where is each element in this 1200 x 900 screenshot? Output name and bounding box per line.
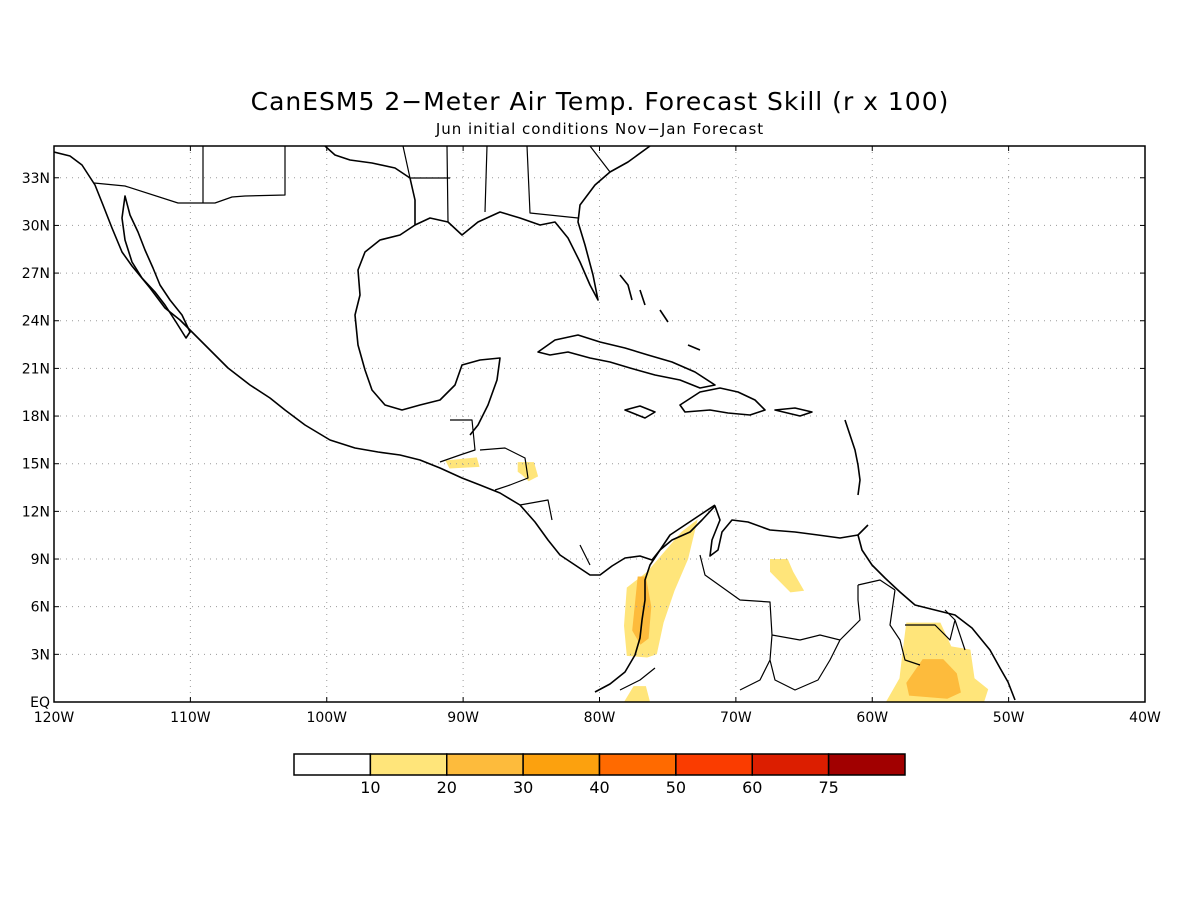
colorbar-bin-0 (293, 753, 372, 776)
lon-tick-label: 120W (34, 710, 75, 726)
south-america-coast (594, 505, 1016, 701)
us-gulf-coast (414, 146, 651, 301)
colorbar-bin-7 (827, 753, 906, 776)
colorbar-label: 60 (742, 778, 762, 797)
colorbar-bin-4 (598, 753, 677, 776)
baja-california (121, 195, 191, 339)
colorbar-label: 75 (818, 778, 838, 797)
colorbar-label: 20 (437, 778, 457, 797)
coastlines-and-borders (54, 146, 1016, 701)
lon-tick-label: 100W (306, 710, 347, 726)
lesser-antilles (844, 419, 869, 536)
lat-tick-label: 12N (22, 504, 50, 520)
colorbar-label: 10 (360, 778, 380, 797)
venezuela-interior (771, 634, 841, 641)
central-america-borders (439, 419, 591, 566)
us-mexico-border (93, 146, 286, 204)
colorbar: 10 20 30 40 50 60 75 (293, 753, 906, 797)
skill-region-10-20-1 (517, 462, 539, 482)
lon-tick-label: 60W (856, 710, 888, 726)
lat-tick-label: 3N (31, 647, 50, 663)
lon-tick-label: 70W (720, 710, 752, 726)
lat-tick-label: 24N (22, 314, 50, 330)
jamaica (624, 405, 656, 419)
skill-shading-layer (445, 457, 989, 702)
hispaniola (679, 387, 766, 416)
colorbar-bin-3 (522, 753, 601, 776)
bahamas (619, 274, 701, 351)
chart-subtitle: Jun initial conditions Nov−Jan Forecast (435, 120, 764, 138)
lat-tick-label: 18N (22, 409, 50, 425)
lat-tick-label: EQ (30, 695, 50, 711)
lat-tick-label: 6N (31, 600, 50, 616)
colorbar-label: 50 (666, 778, 686, 797)
lat-tick-label: 27N (22, 266, 50, 282)
lat-tick-label: 33N (22, 171, 50, 187)
cuba (537, 334, 716, 389)
puerto-rico (774, 407, 813, 417)
skill-region-10-20-4 (770, 559, 805, 593)
lon-tick-label: 80W (584, 710, 616, 726)
south-america-borders (619, 554, 966, 691)
mexico-pacific-coast (54, 151, 716, 576)
latitude-axis-labels: EQ 3N 6N 9N 12N 15N 18N 21N 24N 27N 30N 33N (22, 171, 1145, 711)
skill-region-20-30-7 (906, 659, 961, 699)
lat-tick-label: 21N (22, 361, 50, 377)
lon-tick-label: 110W (170, 710, 211, 726)
lon-tick-label: 90W (447, 710, 479, 726)
lat-tick-label: 9N (31, 552, 50, 568)
lat-tick-label: 30N (22, 218, 50, 234)
state-lines (202, 146, 611, 223)
skill-region-10-20-3 (624, 686, 650, 702)
colorbar-bin-5 (675, 753, 753, 776)
colorbar-label: 40 (589, 778, 609, 797)
colorbar-label: 30 (513, 778, 533, 797)
skill-region-10-20-0 (445, 457, 480, 469)
chart-title: CanESM5 2−Meter Air Temp. Forecast Skill… (251, 87, 950, 116)
gulf-of-mexico-coast (324, 146, 501, 436)
lat-tick-label: 15N (22, 457, 50, 473)
lon-tick-label: 50W (993, 710, 1025, 726)
colorbar-bin-6 (751, 753, 830, 776)
colorbar-bin-2 (446, 753, 524, 776)
skill-region-20-30-6 (632, 576, 652, 645)
colorbar-bin-1 (369, 753, 448, 776)
longitude-axis-labels: 120W 110W 100W 90W 80W 70W 60W 50W 40W (34, 146, 1161, 726)
lon-tick-label: 40W (1129, 710, 1161, 726)
